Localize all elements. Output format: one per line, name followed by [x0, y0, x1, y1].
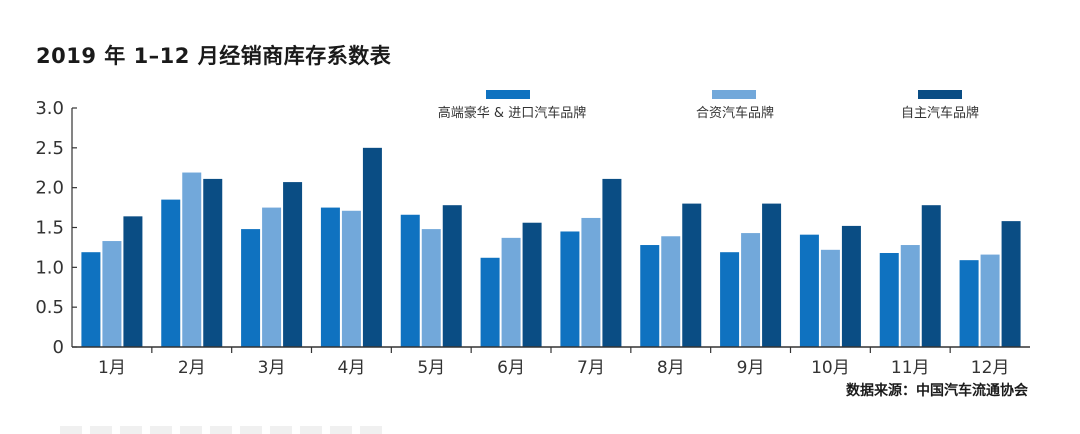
y-tick-label: 0.5 — [35, 297, 64, 318]
bar — [320, 207, 340, 347]
bar — [720, 252, 740, 347]
bar — [820, 249, 840, 347]
bar — [661, 236, 681, 347]
legend-label: 高端豪华 & 进口汽车品牌 — [438, 105, 586, 121]
x-tick-label: 5月 — [417, 358, 445, 378]
bar — [182, 172, 202, 347]
bar — [581, 217, 601, 347]
x-tick-label: 9月 — [737, 358, 765, 378]
bar — [362, 147, 382, 347]
bar — [1001, 221, 1021, 347]
bar — [841, 225, 861, 347]
x-tick-label: 2月 — [178, 358, 206, 378]
data-source-note: 数据来源：中国汽车流通协会 — [846, 383, 1028, 399]
bar — [602, 178, 622, 347]
x-tick-label: 10月 — [811, 358, 850, 378]
bar — [102, 241, 122, 347]
legend: 高端豪华 & 进口汽车品牌 合资汽车品牌 自主汽车品牌 — [438, 90, 979, 121]
bar — [682, 203, 702, 347]
bar — [421, 229, 441, 347]
x-tick-label: 1月 — [98, 358, 126, 378]
bar — [522, 222, 542, 347]
bar — [262, 207, 282, 347]
bar — [959, 260, 979, 347]
y-tick-label: 3.0 — [35, 98, 64, 119]
x-tick-label: 6月 — [497, 358, 525, 378]
bar — [501, 237, 521, 347]
x-tick-label: 11月 — [891, 358, 930, 378]
legend-swatch — [486, 90, 530, 99]
bar — [980, 254, 1000, 347]
y-axis: 0 0.5 1.0 1.5 2.0 2.5 3.0 — [35, 98, 77, 358]
bar — [241, 229, 261, 347]
bar — [900, 245, 920, 347]
faded-text-strip — [60, 426, 390, 434]
legend-swatch — [712, 90, 756, 99]
y-tick-label: 1.0 — [35, 257, 64, 278]
x-axis: 1月 2月 3月 4月 5月 6月 7月 8月 9月 10月 11月 12月 — [72, 346, 1030, 378]
bar — [283, 182, 303, 347]
bars — [81, 147, 1021, 347]
bar — [400, 214, 420, 347]
bar — [123, 216, 143, 347]
bar — [442, 205, 462, 347]
y-tick-label: 0 — [53, 337, 64, 358]
legend-swatch — [918, 90, 962, 99]
bar — [741, 233, 761, 347]
x-tick-label: 4月 — [338, 358, 366, 378]
bar — [480, 257, 500, 347]
bar — [762, 203, 782, 347]
legend-label: 合资汽车品牌 — [696, 105, 774, 121]
chart-title: 2019 年 1–12 月经销商库存系数表 — [36, 44, 392, 68]
y-tick-label: 2.0 — [35, 178, 64, 199]
x-tick-label: 8月 — [657, 358, 685, 378]
bar — [640, 245, 660, 347]
x-tick-label: 7月 — [577, 358, 605, 378]
x-tick-label: 12月 — [971, 358, 1010, 378]
bar — [879, 252, 899, 347]
bar — [341, 210, 361, 347]
y-tick-label: 1.5 — [35, 218, 64, 239]
x-tick-label: 3月 — [258, 358, 286, 378]
bar — [161, 199, 181, 347]
bar — [921, 205, 941, 347]
bar — [799, 234, 819, 347]
bar — [203, 178, 223, 347]
bar — [81, 252, 101, 347]
legend-label: 自主汽车品牌 — [901, 105, 979, 121]
y-tick-label: 2.5 — [35, 138, 64, 159]
bar — [560, 231, 580, 347]
